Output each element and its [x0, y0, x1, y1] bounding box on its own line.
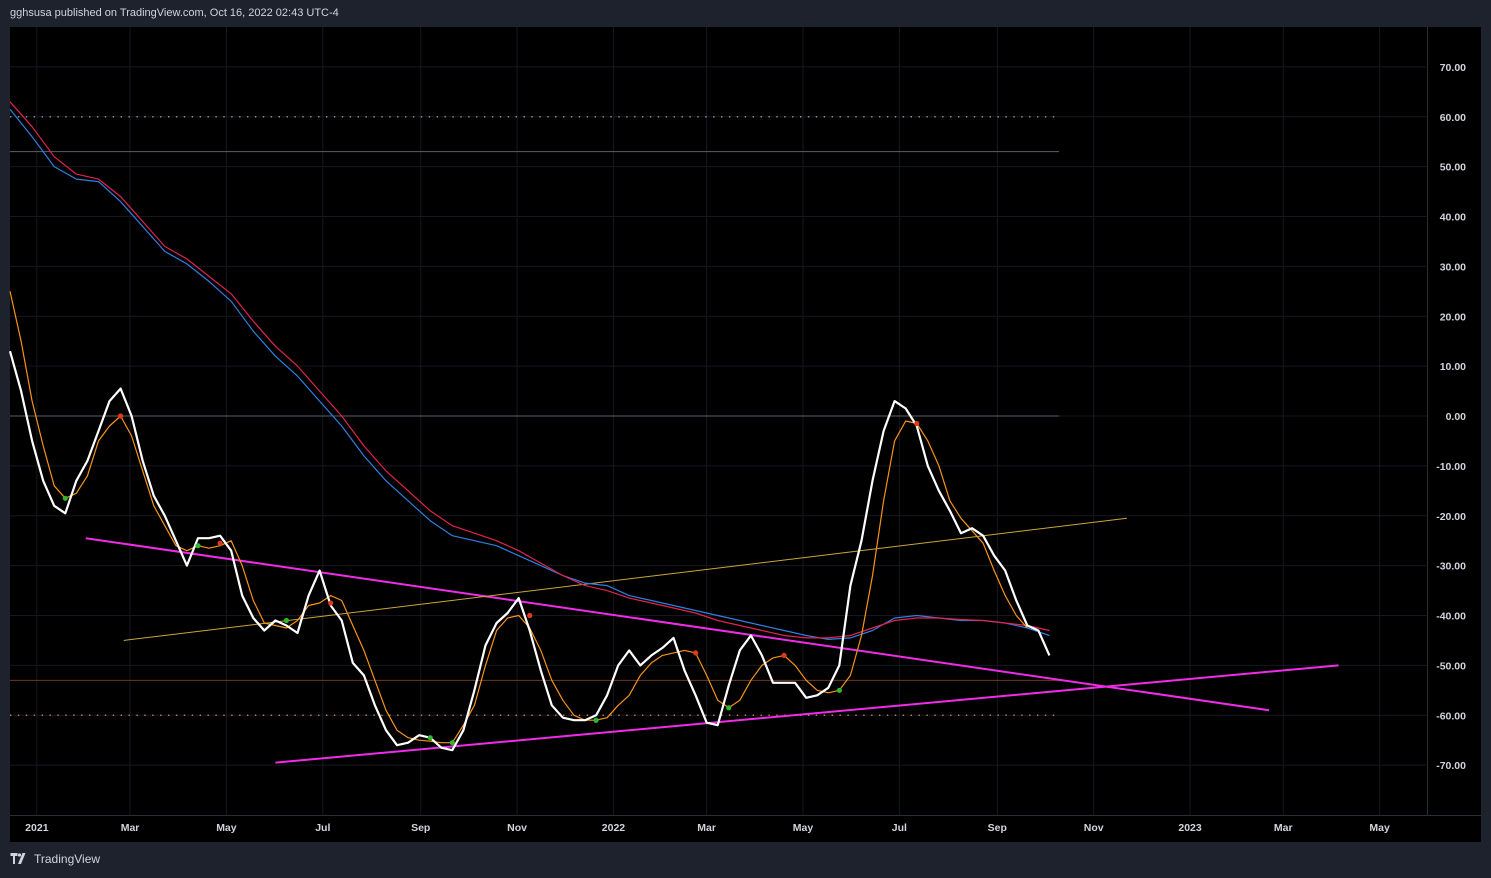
x-tick-label: Sep: [988, 822, 1007, 834]
y-tick-label: -70.00: [1436, 760, 1466, 772]
y-tick-label: -40.00: [1436, 611, 1466, 623]
y-tick-label: 70.00: [1440, 62, 1466, 74]
plot-area[interactable]: [10, 27, 1427, 815]
series: [8, 101, 1051, 752]
series-line-slow-red[interactable]: [9, 101, 1050, 639]
buy-signal-marker: [427, 735, 433, 741]
y-tick-label: 40.00: [1440, 212, 1466, 224]
level-lines: [10, 116, 1059, 716]
x-tick-label: Nov: [1084, 822, 1104, 834]
sell-signal-marker: [914, 420, 920, 427]
series-line-slow-blue[interactable]: [9, 108, 1050, 641]
grid: [10, 27, 1427, 815]
x-tick-label: 2021: [25, 822, 49, 834]
footer: TradingView: [10, 852, 100, 866]
y-tick-label: 0.00: [1446, 411, 1467, 423]
y-tick-label: -30.00: [1436, 561, 1466, 573]
series-line-main-white[interactable]: [8, 350, 1051, 752]
y-tick-label: 60.00: [1440, 112, 1466, 124]
buy-signal-marker: [195, 543, 201, 549]
x-tick-label: Mar: [1274, 822, 1293, 834]
buy-signal-marker: [449, 740, 455, 746]
tradingview-logo-icon[interactable]: [10, 853, 29, 865]
y-tick-label: 30.00: [1440, 261, 1466, 273]
trendlines: [85, 517, 1339, 764]
x-tick-label: Jul: [315, 822, 330, 834]
buy-signal-marker: [836, 687, 842, 693]
y-axis: 70.00 60.00 50.00 40.00 30.00 20.00 10.00 0.00 -…: [1427, 27, 1481, 842]
x-tick-label: Nov: [507, 822, 527, 834]
sell-signal-marker: [781, 652, 787, 659]
signal-markers: [62, 413, 920, 746]
sell-signal-marker: [328, 600, 334, 606]
publisher-caption: gghsusa published on TradingView.com, Oc…: [10, 7, 339, 19]
x-tick-label: Mar: [121, 822, 140, 834]
x-tick-label: 2022: [602, 822, 626, 834]
y-tick-label: -10.00: [1436, 461, 1466, 473]
tradingview-brand[interactable]: TradingView: [34, 852, 101, 866]
buy-signal-marker: [62, 495, 68, 501]
x-tick-label: May: [793, 822, 814, 834]
y-tick-label: 20.00: [1440, 311, 1466, 323]
sell-signal-marker: [692, 650, 699, 656]
sell-signal-marker: [217, 540, 223, 546]
trendline-yellow[interactable]: [123, 517, 1127, 641]
y-tick-label: 10.00: [1440, 361, 1466, 373]
y-axis-panel[interactable]: [1427, 27, 1481, 815]
y-tick-label: -60.00: [1436, 710, 1466, 722]
x-tick-label: May: [216, 822, 237, 834]
trendline-magenta[interactable]: [85, 537, 1270, 712]
buy-signal-marker: [593, 717, 599, 723]
x-tick-label: May: [1369, 822, 1390, 834]
y-tick-label: 50.00: [1440, 162, 1466, 174]
x-tick-label: Jul: [892, 822, 907, 834]
x-axis: 2021 Mar May Jul Sep Nov 2022 Mar May Jul Sep Nov 20…: [10, 815, 1481, 842]
trendline-magenta[interactable]: [275, 664, 1339, 764]
sell-signal-marker: [527, 612, 533, 619]
x-tick-label: Sep: [411, 822, 430, 834]
y-tick-label: -20.00: [1436, 511, 1466, 523]
buy-signal-marker: [726, 705, 732, 711]
y-tick-label: -50.00: [1436, 660, 1466, 672]
x-tick-label: 2023: [1178, 822, 1202, 834]
x-axis-panel[interactable]: [10, 815, 1481, 842]
x-tick-label: Mar: [697, 822, 716, 834]
buy-signal-marker: [283, 617, 290, 624]
sell-signal-marker: [117, 413, 124, 419]
